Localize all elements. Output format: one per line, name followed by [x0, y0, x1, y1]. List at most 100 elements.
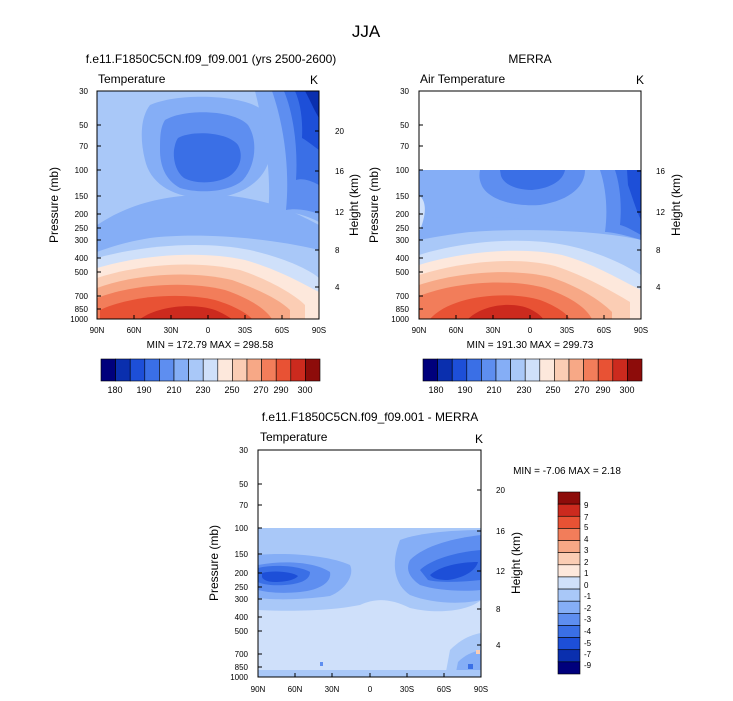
colorbar-box [188, 358, 204, 382]
pressure-tick: 200 [396, 210, 410, 219]
colorbar-label: -2 [584, 604, 592, 613]
colorbar-label: 4 [584, 535, 589, 544]
pressure-tick: 50 [239, 480, 248, 489]
panel-obs-unit: K [636, 73, 644, 87]
panel-obs-colorbar: 180 190 210 230 250 270 290 300 [422, 358, 643, 395]
panel-model-minmax: MIN = 172.79 MAX = 298.58 [147, 340, 274, 351]
panel-diff-yticks-right: 20 16 12 8 4 [477, 486, 505, 650]
panel-model-yticks-right: 20 16 12 8 4 [315, 127, 344, 292]
panel-diff-colorbar: 9 7 5 4 3 2 1 0 -1 -2 -3 -4 -5 -7 -9 [557, 491, 592, 675]
pressure-tick: 500 [396, 268, 410, 277]
colorbar-box [261, 358, 277, 382]
colorbar-box [115, 358, 131, 382]
height-tick: 12 [656, 208, 665, 217]
colorbar-label: 2 [584, 558, 589, 567]
panel-diff-unit: K [475, 432, 483, 446]
colorbar-box [144, 358, 160, 382]
colorbar-box [290, 358, 306, 382]
panel-obs-minmax: MIN = 191.30 MAX = 299.73 [467, 340, 594, 351]
colorbar-label: 190 [457, 385, 472, 395]
lat-tick: 90S [634, 326, 648, 335]
panel-model-variable: Temperature [98, 72, 166, 86]
pressure-tick: 250 [235, 583, 249, 592]
colorbar-box [557, 503, 581, 517]
lat-tick: 30N [164, 326, 179, 335]
colorbar-label: 210 [166, 385, 181, 395]
height-tick: 20 [496, 486, 505, 495]
pressure-tick: 100 [235, 524, 249, 533]
colorbar-box [557, 540, 581, 553]
panel-model: f.e11.F1850C5CN.f09_f09.001 (yrs 2500-26… [47, 52, 361, 395]
pressure-tick: 400 [75, 254, 89, 263]
colorbar-label: -3 [584, 615, 592, 624]
colorbar-label: 0 [584, 581, 589, 590]
colorbar-label: 270 [574, 385, 589, 395]
lat-tick: 90N [251, 685, 266, 694]
pressure-tick: 150 [75, 192, 89, 201]
panel-diff-variable: Temperature [260, 430, 328, 444]
colorbar-box [557, 649, 581, 663]
colorbar-box [568, 358, 584, 382]
panel-obs-yticks-right: 16 12 8 4 [637, 167, 665, 292]
lat-tick: 0 [206, 326, 211, 335]
panel-model-yticks-left: 30 50 70 100 150 200 250 300 400 500 700… [70, 87, 101, 324]
colorbar-boxes [422, 358, 643, 382]
colorbar-label: 180 [107, 385, 122, 395]
panel-diff-minmax: MIN = -7.06 MAX = 2.18 [513, 466, 621, 477]
colorbar-box [437, 358, 453, 382]
colorbar-label: 9 [584, 501, 589, 510]
colorbar-label: 230 [516, 385, 531, 395]
pressure-tick: 850 [235, 663, 249, 672]
colorbar-box [159, 358, 175, 382]
lat-tick: 90S [312, 326, 326, 335]
panel-obs-ylabel: Pressure (mb) [367, 167, 381, 243]
panel-model-ylabel-right: Height (km) [347, 174, 361, 236]
colorbar-box [524, 358, 541, 382]
colorbar-box [557, 564, 581, 578]
colorbar-box [466, 358, 482, 382]
lat-tick: 0 [368, 685, 373, 694]
panel-obs: MERRA Air Temperature K 30 50 70 1 [367, 52, 683, 395]
height-tick: 12 [335, 208, 344, 217]
colorbar-label: -7 [584, 650, 592, 659]
panel-diff-ylabel-right: Height (km) [509, 532, 523, 594]
pressure-tick: 30 [400, 87, 409, 96]
height-tick: 8 [335, 246, 340, 255]
panel-model-field [97, 91, 319, 319]
height-tick: 4 [496, 641, 501, 650]
pressure-tick: 850 [75, 305, 89, 314]
colorbar-label: 5 [584, 523, 589, 532]
lat-tick: 30S [238, 326, 252, 335]
pressure-tick: 100 [75, 166, 89, 175]
panel-obs-yticks-left: 30 50 70 100 150 200 250 300 400 500 700… [391, 87, 423, 324]
colorbar-box [557, 588, 581, 602]
panel-diff-xticks: 90N 60N 30N 0 30S 60S 90S [251, 673, 488, 694]
colorbar-box [481, 358, 497, 382]
lat-tick: 60N [127, 326, 142, 335]
colorbar-label: 190 [136, 385, 151, 395]
colorbar-label: -4 [584, 627, 592, 636]
lat-tick: 30S [560, 326, 574, 335]
lat-tick: 30S [400, 685, 414, 694]
colorbar-label: 300 [619, 385, 634, 395]
pressure-tick: 1000 [70, 315, 88, 324]
colorbar-box [129, 358, 146, 382]
pressure-tick: 200 [235, 569, 249, 578]
pressure-tick: 300 [235, 595, 249, 604]
colorbar-box [422, 358, 438, 382]
colorbar-box [557, 600, 581, 614]
height-tick: 20 [335, 127, 344, 136]
height-tick: 8 [496, 605, 501, 614]
colorbar-box [557, 637, 581, 651]
pressure-tick: 300 [396, 236, 410, 245]
colorbar-box [246, 358, 262, 382]
colorbar-label: 250 [545, 385, 560, 395]
pressure-tick: 70 [239, 501, 248, 510]
pressure-tick: 400 [235, 613, 249, 622]
pressure-tick: 50 [400, 121, 409, 130]
colorbar-box [597, 358, 614, 382]
pressure-tick: 250 [75, 224, 89, 233]
lat-tick: 60N [449, 326, 464, 335]
lat-tick: 60S [597, 326, 611, 335]
lat-tick: 0 [528, 326, 533, 335]
